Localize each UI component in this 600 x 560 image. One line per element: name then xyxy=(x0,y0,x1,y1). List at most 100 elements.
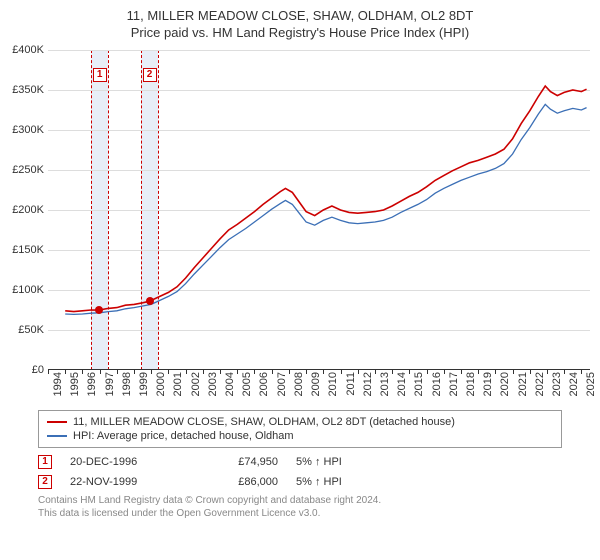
x-axis-tick xyxy=(547,370,548,374)
series-line xyxy=(65,86,586,312)
x-axis-tick xyxy=(306,370,307,374)
y-axis-label: £300K xyxy=(2,124,44,136)
x-axis-tick xyxy=(409,370,410,374)
plot-area: £0£50K£100K£150K£200K£250K£300K£350K£400… xyxy=(48,50,590,370)
x-axis-tick xyxy=(392,370,393,374)
x-axis-label: 2002 xyxy=(190,372,202,396)
reference-pct: 5% ↑ HPI xyxy=(296,476,562,488)
y-axis-label: £150K xyxy=(2,244,44,256)
x-axis-tick xyxy=(358,370,359,374)
x-axis-tick xyxy=(186,370,187,374)
x-axis-label: 1995 xyxy=(69,372,81,396)
x-axis-tick xyxy=(100,370,101,374)
legend-swatch xyxy=(47,435,67,437)
x-axis-label: 2006 xyxy=(258,372,270,396)
y-axis-label: £400K xyxy=(2,44,44,56)
x-axis-tick xyxy=(117,370,118,374)
y-axis-label: £250K xyxy=(2,164,44,176)
x-axis-tick xyxy=(237,370,238,374)
legend-panel: 11, MILLER MEADOW CLOSE, SHAW, OLDHAM, O… xyxy=(38,410,562,448)
x-axis-label: 2023 xyxy=(551,372,563,396)
chart-title: 11, MILLER MEADOW CLOSE, SHAW, OLDHAM, O… xyxy=(0,0,600,23)
x-axis-label: 1998 xyxy=(121,372,133,396)
x-axis-tick xyxy=(65,370,66,374)
x-axis-tick xyxy=(168,370,169,374)
y-axis-label: £350K xyxy=(2,84,44,96)
reference-id-box: 2 xyxy=(38,475,52,489)
x-axis-tick xyxy=(375,370,376,374)
x-axis-label: 2019 xyxy=(482,372,494,396)
x-axis-tick xyxy=(478,370,479,374)
x-axis-tick xyxy=(427,370,428,374)
x-axis-tick xyxy=(323,370,324,374)
x-axis-label: 2005 xyxy=(241,372,253,396)
x-axis-label: 2015 xyxy=(413,372,425,396)
x-axis-tick xyxy=(203,370,204,374)
reference-date: 20-DEC-1996 xyxy=(70,456,190,468)
copyright-line-2: This data is licensed under the Open Gov… xyxy=(38,507,562,520)
x-axis-tick xyxy=(134,370,135,374)
x-axis-tick xyxy=(254,370,255,374)
reference-row: 2 22-NOV-1999 £86,000 5% ↑ HPI xyxy=(38,472,562,492)
reference-row: 120-DEC-1996£74,9505% ↑ HPI xyxy=(38,452,562,472)
x-axis-label: 2001 xyxy=(172,372,184,396)
x-axis-label: 2007 xyxy=(276,372,288,396)
x-axis-label: 1999 xyxy=(138,372,150,396)
x-axis-label: 2009 xyxy=(310,372,322,396)
x-axis-label: 2025 xyxy=(585,372,597,396)
x-axis-labels: 1994199519961997199819992000200120022003… xyxy=(48,370,590,406)
reference-marker-box: 2 xyxy=(143,68,157,82)
x-axis-tick xyxy=(495,370,496,374)
sale-marker-dot xyxy=(146,297,154,305)
y-axis-label: £0 xyxy=(2,364,44,376)
y-axis-label: £50K xyxy=(2,324,44,336)
x-axis-label: 2008 xyxy=(293,372,305,396)
x-axis-tick xyxy=(151,370,152,374)
x-axis-tick xyxy=(513,370,514,374)
x-axis-label: 2012 xyxy=(362,372,374,396)
x-axis-label: 2004 xyxy=(224,372,236,396)
copyright-notice: Contains HM Land Registry data © Crown c… xyxy=(38,494,562,520)
legend-label: HPI: Average price, detached house, Oldh… xyxy=(73,430,294,442)
reference-price: £86,000 xyxy=(208,476,278,488)
x-axis-tick xyxy=(444,370,445,374)
x-axis-label: 2024 xyxy=(568,372,580,396)
x-axis-label: 2013 xyxy=(379,372,391,396)
x-axis-label: 2011 xyxy=(345,372,357,396)
x-axis-tick xyxy=(341,370,342,374)
legend-label: 11, MILLER MEADOW CLOSE, SHAW, OLDHAM, O… xyxy=(73,416,455,428)
x-axis-label: 1994 xyxy=(52,372,64,396)
legend-item: HPI: Average price, detached house, Oldh… xyxy=(47,429,553,443)
reference-price: £74,950 xyxy=(208,456,278,468)
x-axis-label: 2022 xyxy=(534,372,546,396)
x-axis-tick xyxy=(564,370,565,374)
x-axis-tick xyxy=(272,370,273,374)
x-axis-label: 1997 xyxy=(104,372,116,396)
x-axis-label: 2000 xyxy=(155,372,167,396)
x-axis-label: 2021 xyxy=(517,372,529,396)
x-axis-tick xyxy=(82,370,83,374)
y-axis-label: £100K xyxy=(2,284,44,296)
x-axis-label: 2017 xyxy=(448,372,460,396)
reference-id-box: 1 xyxy=(38,455,52,469)
x-axis-label: 2003 xyxy=(207,372,219,396)
x-axis-tick xyxy=(220,370,221,374)
x-axis-tick xyxy=(48,370,49,374)
x-axis-label: 2018 xyxy=(465,372,477,396)
y-axis-label: £200K xyxy=(2,204,44,216)
copyright-line-1: Contains HM Land Registry data © Crown c… xyxy=(38,494,562,507)
x-axis-tick xyxy=(530,370,531,374)
x-axis-tick xyxy=(581,370,582,374)
reference-marker-box: 1 xyxy=(93,68,107,82)
chart-subtitle: Price paid vs. HM Land Registry's House … xyxy=(0,23,600,46)
reference-date: 22-NOV-1999 xyxy=(70,476,190,488)
reference-table: 1 20-DEC-1996 £74,950 5% ↑ HPI 2 22-NOV-1999 £… xyxy=(38,452,562,492)
sale-marker-dot xyxy=(95,306,103,314)
x-axis-label: 2014 xyxy=(396,372,408,396)
series-lines xyxy=(48,50,590,370)
legend-swatch xyxy=(47,421,67,423)
chart-container: £0£50K£100K£150K£200K£250K£300K£350K£400… xyxy=(48,46,590,406)
x-axis-tick xyxy=(461,370,462,374)
x-axis-tick xyxy=(289,370,290,374)
x-axis-label: 2020 xyxy=(499,372,511,396)
